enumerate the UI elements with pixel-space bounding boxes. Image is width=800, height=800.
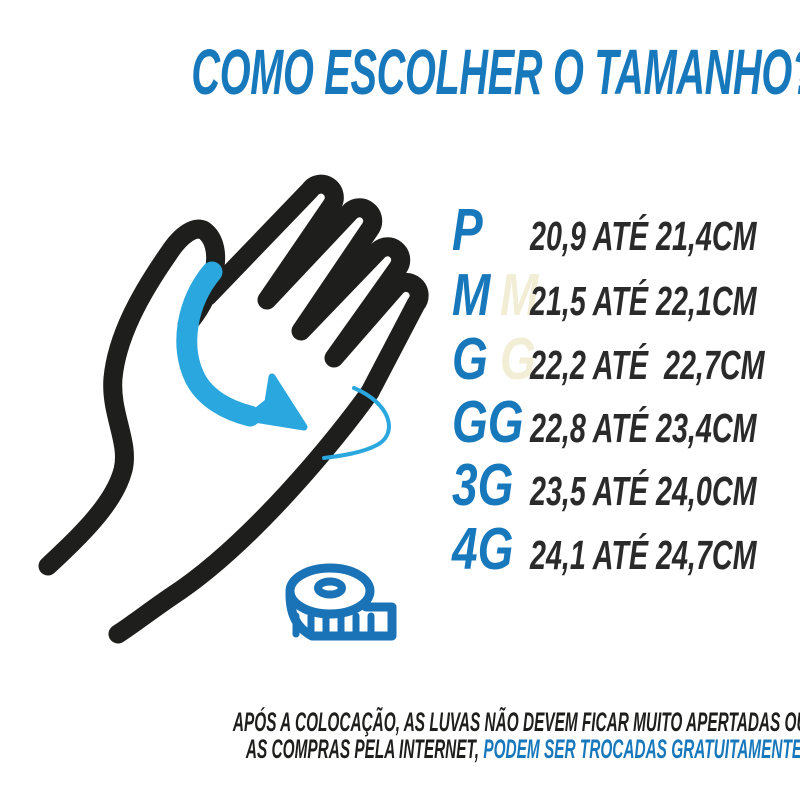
size-cell: GG: [452, 393, 530, 452]
page-title: COMO ESCOLHER O TAMANHO?: [0, 40, 800, 104]
hand-thumb-outline: [38, 219, 226, 576]
tape-ticks: [292, 612, 375, 638]
tape-roll-hole: [314, 577, 346, 599]
palm-measure-arrow-head: [244, 373, 308, 431]
ghost-letter: G: [500, 326, 536, 392]
footer-line2: AS COMPRAS PELA INTERNET, PODEM SER TROC…: [0, 736, 800, 763]
size-row-p: P 20,9 ATÉ 21,4CM: [452, 201, 800, 260]
size-label: P: [452, 197, 483, 263]
size-range: 20,9 ATÉ 21,4CM: [530, 213, 757, 259]
size-range: 22,2 ATÉ 22,7CM: [530, 342, 765, 388]
footer-note: APÓS A COLOCAÇÃO, AS LUVAS NÃO DEVEM FIC…: [0, 709, 800, 763]
footer-line1: APÓS A COLOCAÇÃO, AS LUVAS NÃO DEVEM FIC…: [0, 709, 800, 736]
size-cell: P: [452, 201, 530, 260]
size-label: M: [452, 262, 491, 328]
page-title-text: COMO ESCOLHER O TAMANHO?: [191, 36, 800, 108]
footer-line2-blue: PODEM SER TROCADAS GRATUITAMENTE EM ATÉ …: [483, 734, 800, 764]
hand-illustration-svg: [38, 174, 429, 644]
size-cell: 4G: [452, 520, 530, 579]
ghost-letter: M: [500, 262, 539, 328]
size-label: GG: [452, 389, 524, 455]
size-range: 24,1 ATÉ 24,7CM: [530, 532, 757, 578]
palm-measure-arrow-shaft: [176, 261, 261, 427]
size-label: G: [452, 326, 488, 392]
footer-line2-black: AS COMPRAS PELA INTERNET,: [245, 734, 480, 764]
tape-band: [285, 589, 397, 641]
size-range: 23,5 ATÉ 24,0CM: [530, 468, 757, 514]
size-row-4g: 4G 24,1 ATÉ 24,7CM: [452, 520, 800, 579]
size-row-3g: 3G 23,5 ATÉ 24,0CM: [452, 456, 800, 515]
size-range: 21,5 ATÉ 22,1CM: [530, 278, 757, 324]
size-cell: 3G: [452, 456, 530, 515]
size-label: 4G: [452, 516, 514, 582]
footer-line1-text: APÓS A COLOCAÇÃO, AS LUVAS NÃO DEVEM FIC…: [232, 707, 800, 737]
palm-circumference-arc: [322, 386, 391, 460]
size-label: 3G: [452, 452, 514, 518]
size-range: 22,8 ATÉ 23,4CM: [530, 405, 757, 451]
size-row-gg: GG 22,8 ATÉ 23,4CM: [452, 393, 800, 452]
footer-line2-text: AS COMPRAS PELA INTERNET, PODEM SER TROC…: [246, 736, 800, 763]
hand-fingers-palm-outline: [108, 174, 429, 644]
measuring-tape-icon: [285, 563, 397, 641]
hand-measurement-illustration: [20, 160, 450, 690]
